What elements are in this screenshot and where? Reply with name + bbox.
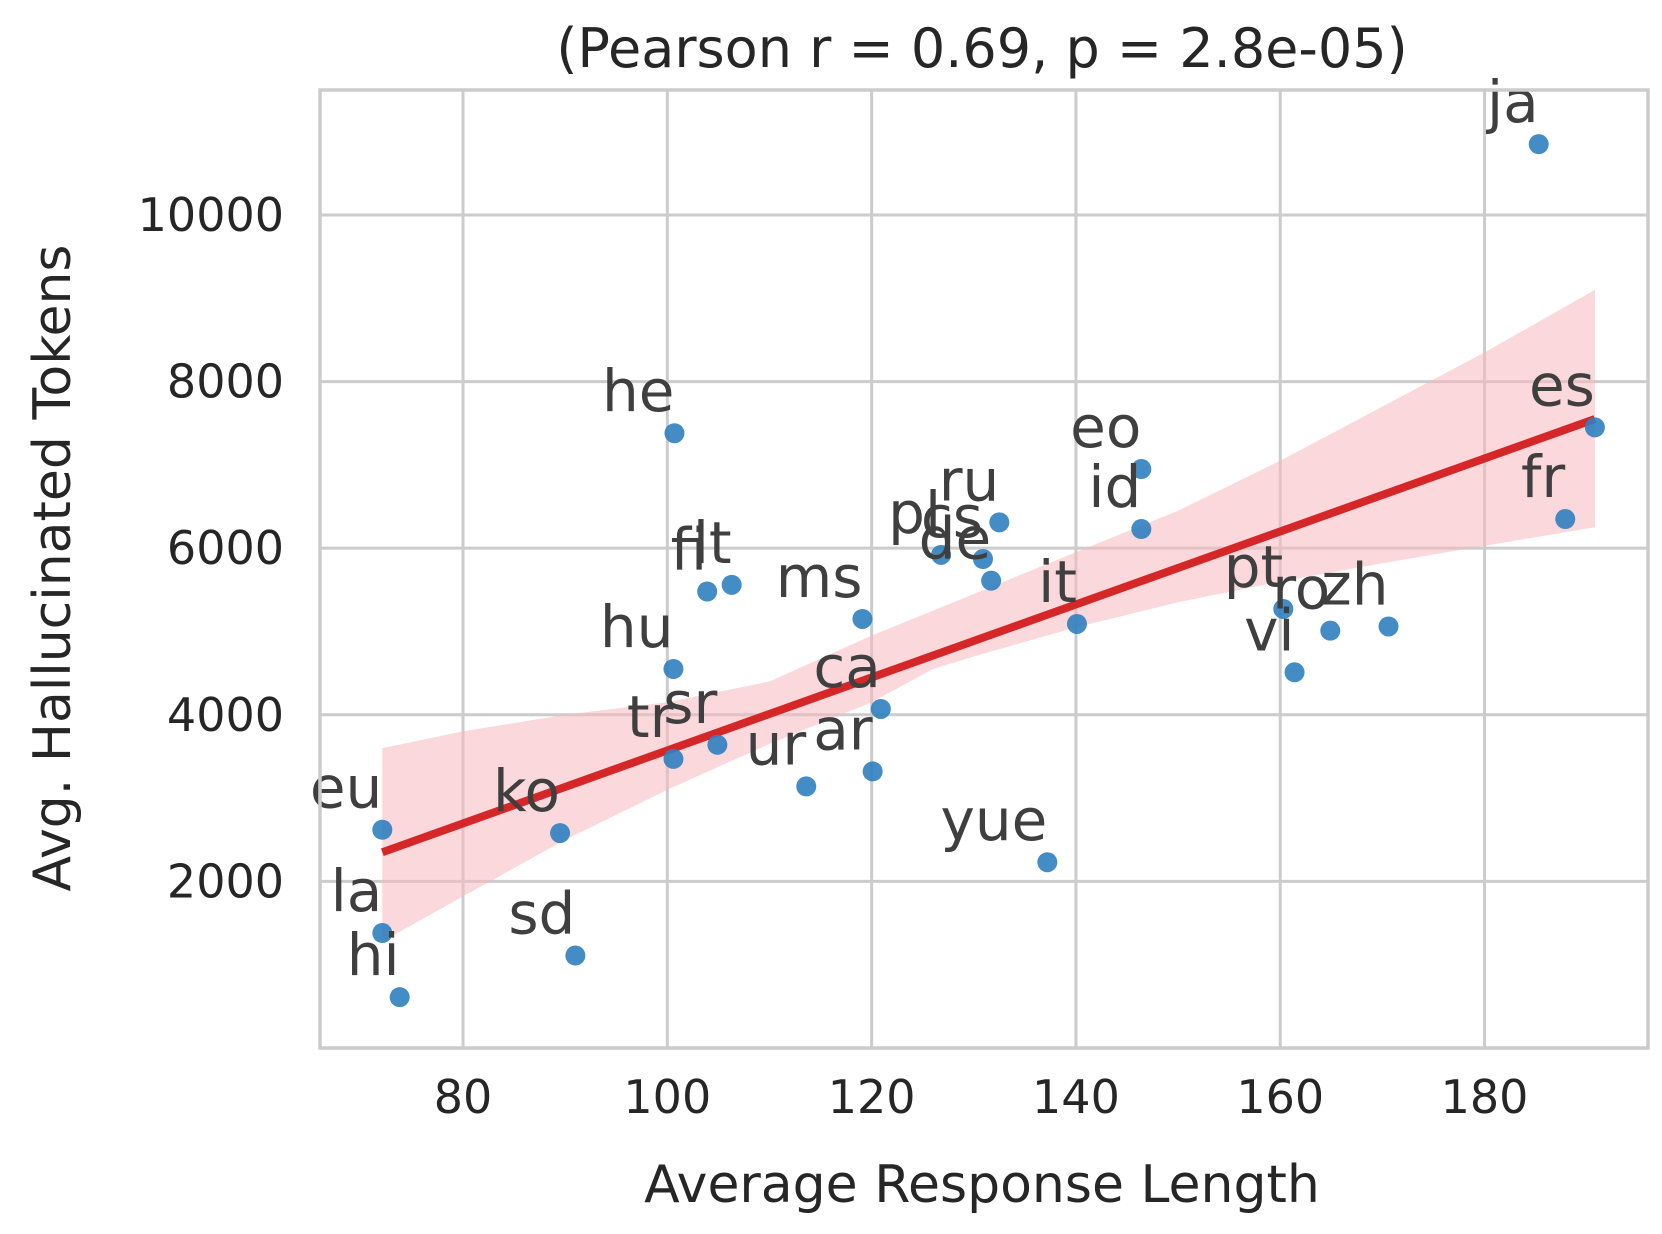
y-tick-label: 4000 [167,688,284,742]
point-label-hi: hi [347,921,400,989]
data-point-sd [565,945,586,966]
y-tick-label: 8000 [167,355,284,409]
point-label-hu: hu [600,593,674,661]
x-axis-label: Average Response Length [644,1155,1320,1215]
point-label-id: id [1088,453,1141,521]
tick-labels: 80 100 120 140 160 180 2000 4000 6000 8000 10000 [138,188,1529,1124]
data-point-de [981,570,1002,591]
data-point-ja [1528,134,1549,155]
point-label-ja: ja [1485,68,1539,136]
point-label-es: es [1529,351,1595,419]
x-tick-label: 180 [1441,1070,1529,1124]
confidence-band [382,289,1595,942]
data-point-sr [707,734,728,755]
point-label-fr: fr [1521,443,1565,511]
point-label-ru: ru [939,446,1000,514]
data-point-eu [372,819,393,840]
data-point-ca [870,698,891,719]
data-point-pl [931,544,952,565]
x-tick-label: 120 [828,1070,916,1124]
point-label-ms: ms [776,543,863,611]
data-point-zh [1378,616,1399,637]
x-tick-label: 80 [434,1070,493,1124]
data-point-lt [721,574,742,595]
data-point-tr [663,748,684,769]
point-label-lt: lt [693,509,732,577]
point-label-cs: cs [921,483,983,551]
data-point-it [1066,613,1087,634]
data-point-hi [389,987,410,1008]
data-point-ms [852,608,873,629]
point-label-yue: yue [941,786,1048,854]
data-point-ur [796,776,817,797]
chart-title: (Pearson r = 0.69, p = 2.8e-05) [556,17,1407,80]
data-point-es [1584,417,1605,438]
point-label-sr: sr [663,669,717,737]
data-point-he [664,423,685,444]
x-tick-label: 160 [1236,1070,1324,1124]
point-label-ur: ur [746,710,807,778]
point-label-vi: vi [1244,596,1294,664]
data-points [372,134,1605,1008]
data-point-vi [1284,662,1305,683]
y-axis-label: Avg. Hallucinated Tokens [23,244,83,891]
point-label-it: it [1038,548,1077,616]
regression-line-layer [380,415,1597,857]
data-point-hu [663,658,684,679]
data-point-la [372,923,393,944]
point-label-eo: eo [1070,393,1141,461]
data-point-ar [862,761,883,782]
point-label-sd: sd [508,880,575,948]
data-point-ko [550,823,571,844]
data-point-eo [1131,459,1152,480]
regression-line [380,415,1597,857]
data-point-pt [1273,598,1294,619]
point-label-ca: ca [813,633,880,701]
point-label-tr: tr [627,683,674,751]
data-point-yue [1037,852,1058,873]
data-point-ro [1320,620,1341,641]
point-label-ko: ko [493,757,560,825]
x-tick-label: 140 [1032,1070,1120,1124]
data-point-id [1131,519,1152,540]
point-label-eu: eu [310,754,382,822]
data-point-ru [989,512,1010,533]
point-label-de: de [919,505,992,573]
data-point-fi [697,581,718,602]
point-label-zh: zh [1321,550,1388,618]
data-point-cs [972,549,993,570]
x-tick-label: 100 [623,1070,711,1124]
point-label-pl: pl [888,479,941,547]
point-label-la: la [331,857,383,925]
y-tick-label: 6000 [167,521,284,575]
y-tick-label: 10000 [138,188,284,242]
y-tick-label: 2000 [167,854,284,908]
point-label-ar: ar [813,695,873,763]
point-label-he: he [602,357,674,425]
plot-frame [318,88,1650,1050]
point-label-pt: pt [1224,533,1284,601]
data-point-fr [1555,509,1576,530]
confidence-band-layer [382,289,1595,942]
point-label-fi: fi [671,515,708,583]
point-label-ro: ro [1272,555,1330,623]
